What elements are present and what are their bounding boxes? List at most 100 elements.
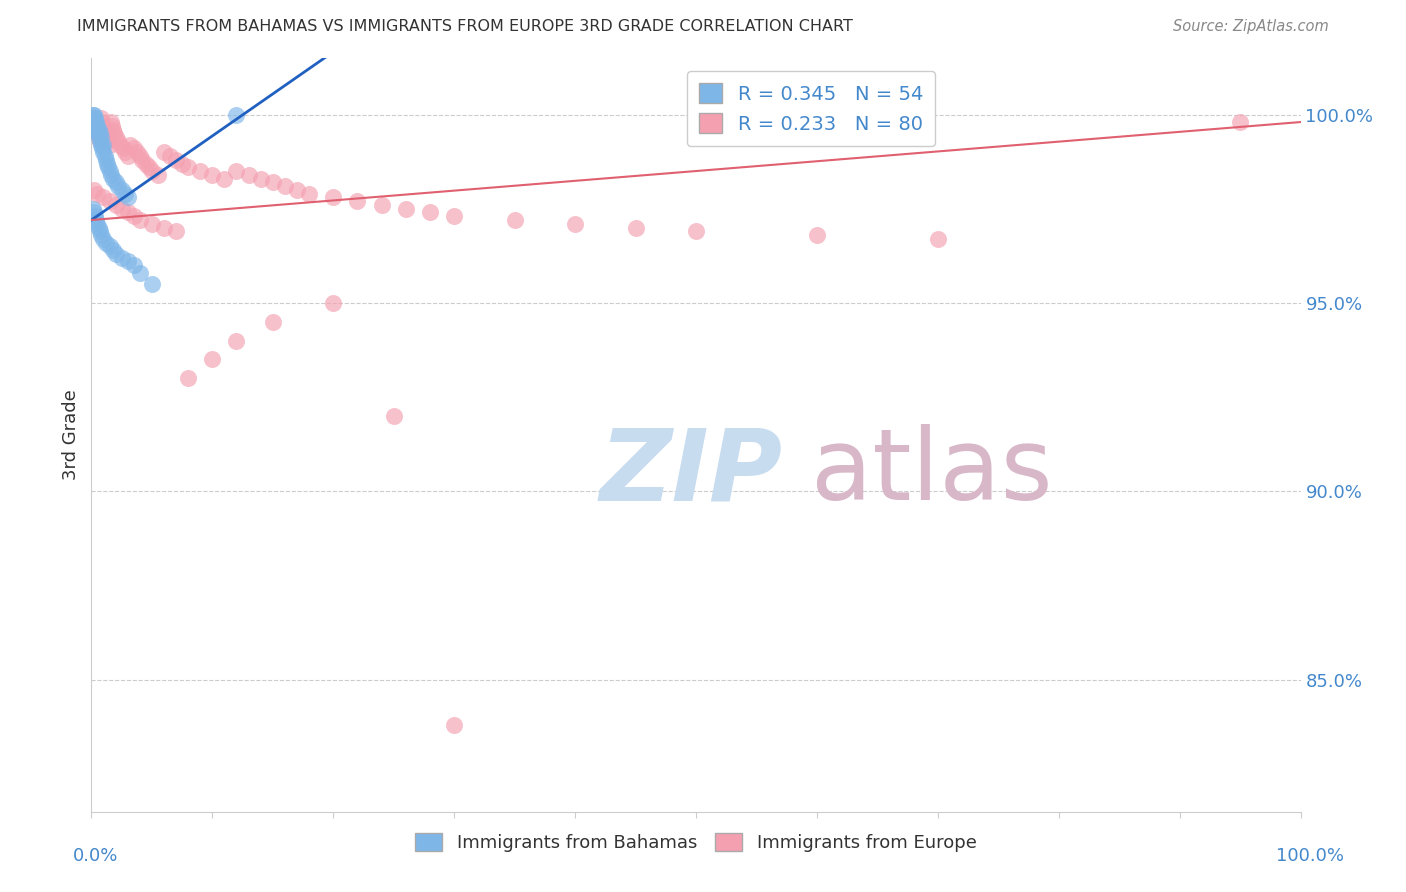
Text: ZIP: ZIP xyxy=(599,424,782,521)
Point xyxy=(443,718,465,732)
Point xyxy=(322,296,344,310)
Point xyxy=(111,202,132,216)
Point xyxy=(93,137,115,152)
Point xyxy=(90,228,112,243)
Point xyxy=(503,213,526,227)
Point xyxy=(89,134,111,148)
Point xyxy=(225,334,247,348)
Point xyxy=(86,217,108,231)
Point xyxy=(83,115,105,129)
Point xyxy=(128,213,150,227)
Point xyxy=(107,179,129,194)
Point xyxy=(262,175,284,189)
Point xyxy=(89,134,111,148)
Point xyxy=(84,115,107,129)
Point xyxy=(172,156,194,170)
Point xyxy=(262,315,284,329)
Text: 0.0%: 0.0% xyxy=(73,847,118,864)
Point xyxy=(107,134,129,148)
Point xyxy=(120,137,142,152)
Point xyxy=(128,149,150,163)
Point xyxy=(91,115,114,129)
Point xyxy=(165,153,187,167)
Point xyxy=(83,183,105,197)
Point xyxy=(214,171,236,186)
Point xyxy=(346,194,368,209)
Point xyxy=(94,235,117,250)
Point xyxy=(84,112,107,126)
Point xyxy=(117,205,139,219)
Point xyxy=(114,145,136,160)
Point xyxy=(103,126,125,140)
Point xyxy=(122,258,145,272)
Text: atlas: atlas xyxy=(811,424,1053,521)
Point xyxy=(84,119,107,133)
Point xyxy=(82,107,104,121)
Point xyxy=(90,137,112,152)
Point xyxy=(83,112,105,126)
Point xyxy=(104,175,127,189)
Point xyxy=(443,209,465,223)
Point xyxy=(101,171,124,186)
Point xyxy=(98,239,121,253)
Point xyxy=(86,126,108,140)
Point xyxy=(122,141,145,155)
Point xyxy=(114,186,136,201)
Point xyxy=(86,122,108,136)
Point xyxy=(1229,115,1251,129)
Point xyxy=(86,119,108,133)
Text: 100.0%: 100.0% xyxy=(1277,847,1344,864)
Point xyxy=(89,126,111,140)
Point xyxy=(419,205,441,219)
Point xyxy=(395,202,418,216)
Point xyxy=(188,164,211,178)
Point xyxy=(84,115,107,129)
Point xyxy=(101,122,124,136)
Point xyxy=(141,277,163,291)
Point xyxy=(93,122,115,136)
Point xyxy=(564,217,586,231)
Point xyxy=(82,202,104,216)
Point xyxy=(104,130,127,145)
Point xyxy=(84,119,107,133)
Point xyxy=(117,254,139,268)
Point xyxy=(87,122,110,136)
Point xyxy=(82,112,104,126)
Point xyxy=(98,194,121,209)
Point xyxy=(98,137,121,152)
Point xyxy=(370,198,392,212)
Point xyxy=(93,119,115,133)
Point xyxy=(322,190,344,204)
Text: IMMIGRANTS FROM BAHAMAS VS IMMIGRANTS FROM EUROPE 3RD GRADE CORRELATION CHART: IMMIGRANTS FROM BAHAMAS VS IMMIGRANTS FR… xyxy=(77,20,853,34)
Point xyxy=(104,198,127,212)
Point xyxy=(122,209,145,223)
Point xyxy=(111,251,132,265)
Point xyxy=(298,186,321,201)
Point xyxy=(83,115,105,129)
Point xyxy=(83,205,105,219)
Point xyxy=(111,183,132,197)
Point xyxy=(117,149,139,163)
Point xyxy=(87,130,110,145)
Point xyxy=(225,107,247,121)
Point xyxy=(927,232,949,246)
Point xyxy=(117,190,139,204)
Point xyxy=(84,119,107,133)
Point xyxy=(111,141,134,155)
Point xyxy=(165,224,187,238)
Point xyxy=(110,137,132,152)
Point xyxy=(238,168,260,182)
Point xyxy=(104,247,127,261)
Point xyxy=(128,266,150,280)
Point xyxy=(97,161,120,175)
Point xyxy=(382,409,405,423)
Point xyxy=(87,220,110,235)
Point xyxy=(84,213,107,227)
Point xyxy=(201,352,224,367)
Point xyxy=(96,156,118,170)
Point xyxy=(141,164,163,178)
Point xyxy=(285,183,308,197)
Point xyxy=(86,186,108,201)
Point xyxy=(225,164,247,178)
Point xyxy=(93,149,115,163)
